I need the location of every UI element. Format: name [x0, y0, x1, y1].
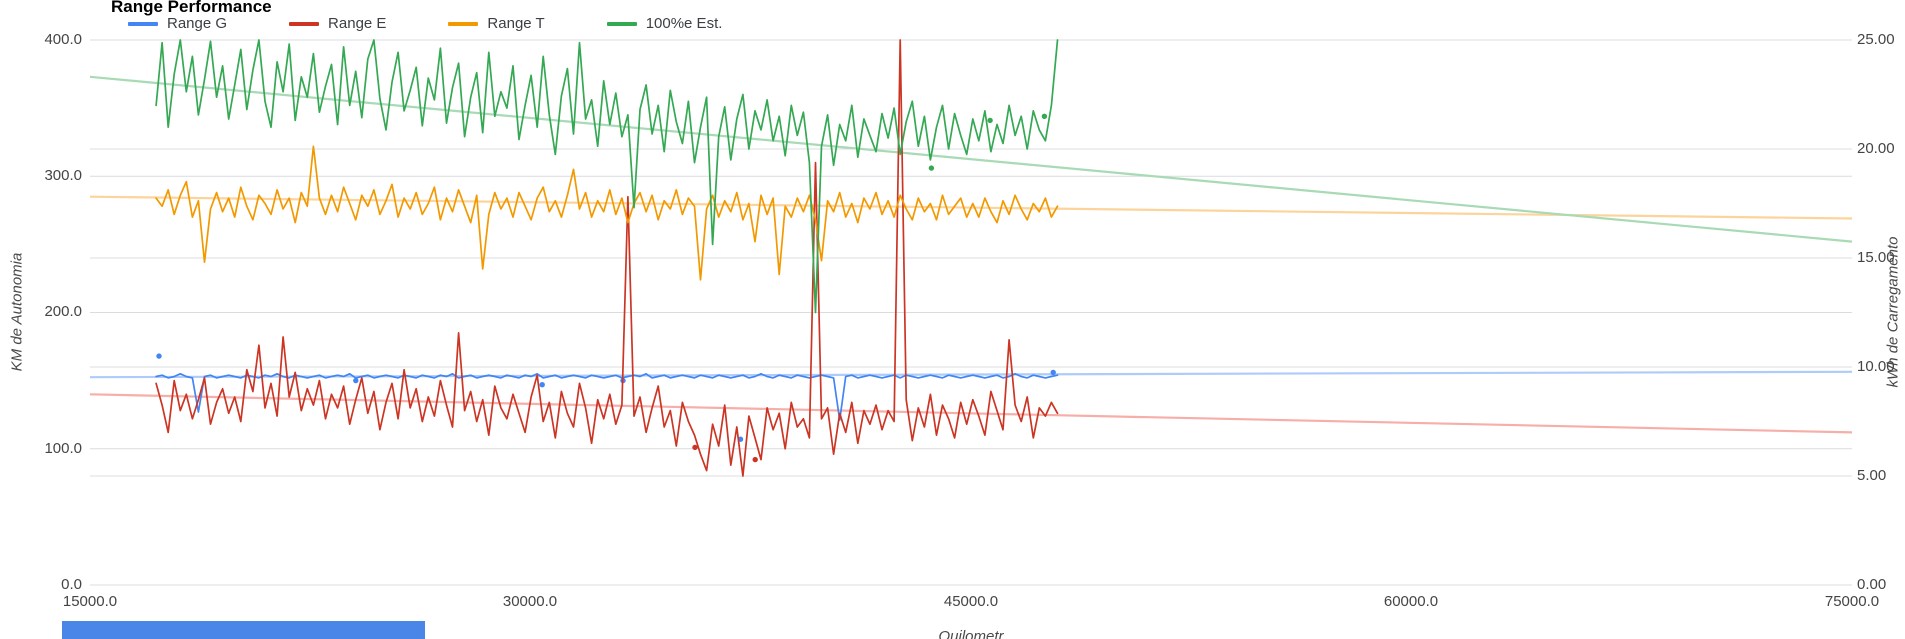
legend-swatch-range-g-icon: [128, 21, 158, 26]
x-axis-title: Quilometr: [938, 628, 1004, 639]
x-tick-15000: 15000.0: [62, 593, 118, 610]
x-tick-30000: 30000.0: [502, 593, 558, 610]
x-tick-60000: 60000.0: [1383, 593, 1439, 610]
y-right-tick-25: 25.00: [1857, 31, 1895, 48]
legend: Range G Range E Range T 100%e Est.: [128, 15, 722, 32]
chart-title: Range Performance: [111, 0, 272, 16]
y-right-tick-20: 20.00: [1857, 140, 1895, 157]
legend-label-range-e: Range E: [328, 15, 387, 32]
y-right-tick-0: 0.00: [1857, 576, 1887, 593]
legend-label-100pct-est: 100%e Est.: [645, 15, 723, 32]
bottom-blue-bar: [62, 621, 425, 639]
y-left-tick-300: 300.0: [44, 167, 82, 184]
y-right-tick-5: 5.00: [1857, 467, 1887, 484]
x-tick-75000: 75000.0: [1824, 593, 1880, 610]
y-left-tick-400: 400.0: [44, 31, 82, 48]
y-right-tick-15: 15.00: [1857, 249, 1895, 266]
legend-item-range-e[interactable]: Range E: [289, 15, 386, 32]
legend-item-range-t[interactable]: Range T: [448, 15, 545, 32]
y-left-tick-200: 200.0: [44, 303, 82, 320]
legend-swatch-range-e-icon: [289, 21, 320, 26]
y-right-tick-10: 10.00: [1857, 358, 1895, 375]
legend-swatch-100pct-est-icon: [606, 21, 637, 26]
legend-item-range-g[interactable]: Range G: [128, 15, 227, 32]
legend-label-range-t: Range T: [487, 15, 545, 32]
y-left-axis-title: KM de Autonomia: [8, 252, 26, 372]
x-tick-45000: 45000.0: [943, 593, 999, 610]
y-right-axis-title: kWh de Carregamento: [1884, 236, 1902, 388]
legend-label-range-g: Range G: [167, 15, 228, 32]
y-left-tick-100: 100.0: [44, 440, 82, 457]
legend-swatch-range-t-icon: [448, 21, 479, 26]
legend-item-100pct-est[interactable]: 100%e Est.: [606, 15, 723, 32]
y-left-tick-0: 0.0: [61, 576, 82, 593]
